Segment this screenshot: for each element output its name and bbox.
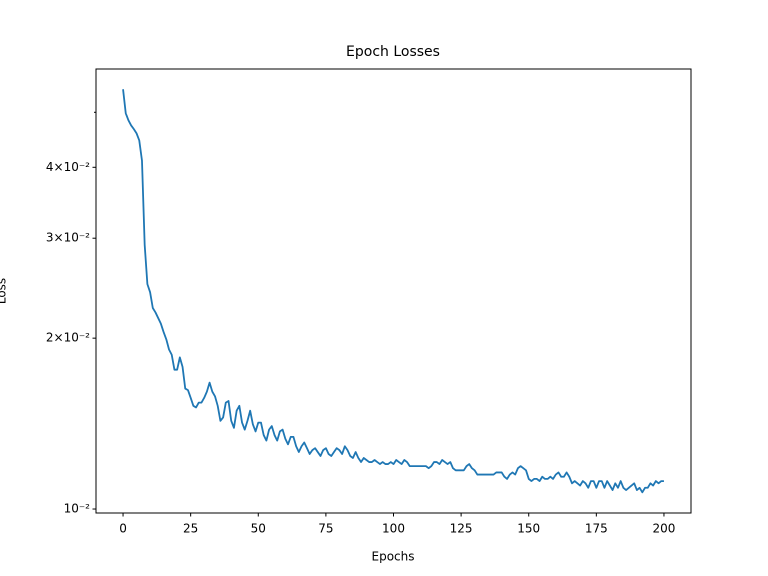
y-tick-label: 2×10⁻² — [46, 331, 90, 345]
x-axis-label: Epochs — [372, 550, 415, 564]
x-tick-label: 150 — [517, 522, 540, 536]
y-tick-label: 4×10⁻² — [46, 160, 90, 174]
chart-title: Epoch Losses — [346, 44, 440, 60]
x-tick-label: 0 — [119, 522, 127, 536]
x-tick-label: 125 — [450, 522, 473, 536]
x-tick-label: 200 — [653, 522, 676, 536]
x-tick-label: 50 — [251, 522, 266, 536]
y-tick-label: 10⁻² — [64, 502, 91, 516]
x-tick-label: 175 — [585, 522, 608, 536]
x-tick-label: 75 — [318, 522, 333, 536]
plot-frame — [95, 68, 692, 514]
x-tick-label: 100 — [382, 522, 405, 536]
y-axis-label: Loss — [0, 278, 9, 304]
line-series — [122, 89, 664, 494]
y-tick-label: 3×10⁻² — [46, 231, 90, 245]
x-tick-label: 25 — [183, 522, 198, 536]
